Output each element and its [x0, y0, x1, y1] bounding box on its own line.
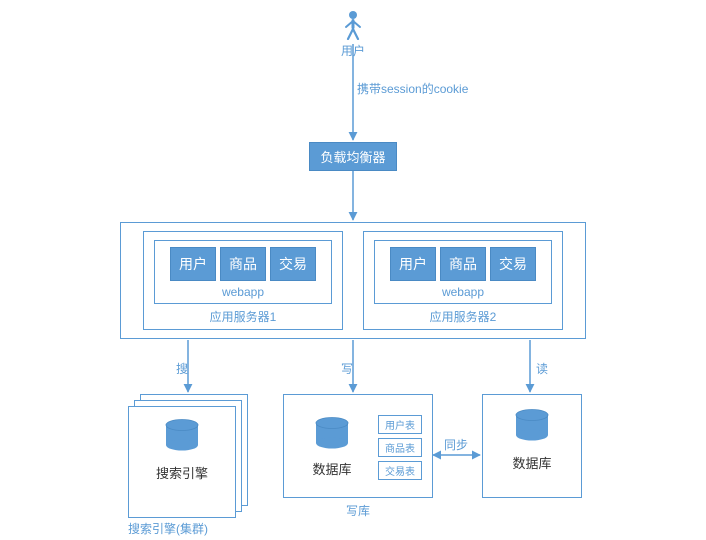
app-server-cluster: 用户 商品 交易 webapp 应用服务器1 用户 商品 交易 webapp 应… [120, 222, 586, 339]
edge-label-read: 读 [536, 360, 548, 377]
app-server-1: 用户 商品 交易 webapp 应用服务器1 [143, 231, 343, 330]
db-read-wrap: 数据库 [482, 394, 582, 498]
webapp-label-1: webapp [161, 285, 325, 299]
webapp-label-2: webapp [381, 285, 545, 299]
search-title: 搜索引擎 [135, 463, 229, 482]
sync-edge-label: 同步 [444, 436, 468, 453]
cylinder-icon-write [314, 417, 350, 451]
table-tag-product: 商品表 [378, 438, 422, 457]
db-write-title: 数据库 [294, 459, 370, 478]
webapp-box-1: 用户 商品 交易 webapp [154, 240, 332, 304]
table-tag-user: 用户表 [378, 415, 422, 434]
session-edge-label: 携带session的cookie [357, 80, 468, 97]
user-icon [344, 10, 362, 40]
load-balancer-box: 负载均衡器 [309, 142, 396, 171]
server-caption-2: 应用服务器2 [374, 308, 552, 325]
tile-product-2: 商品 [440, 247, 486, 281]
tile-user-1: 用户 [170, 247, 216, 281]
search-stack: 搜索引擎 [128, 394, 248, 516]
search-cluster: 搜索引擎 搜索引擎(集群) [128, 394, 248, 537]
table-tag-trade: 交易表 [378, 461, 422, 480]
db-write-caption: 写库 [283, 502, 433, 519]
cylinder-icon-search [164, 419, 200, 453]
cylinder-icon-read [514, 409, 550, 443]
edge-label-search: 搜 [176, 360, 188, 377]
load-balancer-row: 负载均衡器 [0, 142, 706, 171]
tile-product-1: 商品 [220, 247, 266, 281]
user-label: 用户 [0, 42, 706, 59]
tile-user-2: 用户 [390, 247, 436, 281]
db-read-title: 数据库 [493, 453, 571, 472]
app-server-2: 用户 商品 交易 webapp 应用服务器2 [363, 231, 563, 330]
db-write-wrap: 数据库 用户表 商品表 交易表 写库 [283, 394, 433, 519]
server-caption-1: 应用服务器1 [154, 308, 332, 325]
search-cluster-caption: 搜索引擎(集群) [128, 520, 248, 537]
webapp-box-2: 用户 商品 交易 webapp [374, 240, 552, 304]
user-node: 用户 [0, 10, 706, 59]
edge-label-write: 写 [341, 360, 353, 377]
tile-trade-2: 交易 [490, 247, 536, 281]
tile-trade-1: 交易 [270, 247, 316, 281]
